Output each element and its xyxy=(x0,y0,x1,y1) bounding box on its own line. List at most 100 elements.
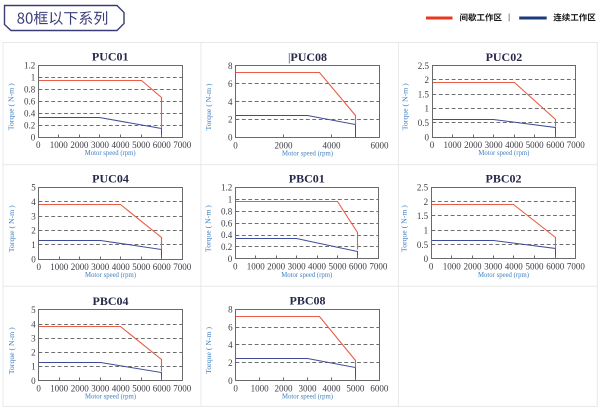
svg-text:1: 1 xyxy=(424,226,429,236)
svg-text:6000: 6000 xyxy=(349,262,368,272)
svg-text:3000: 3000 xyxy=(484,262,503,272)
svg-text:4000: 4000 xyxy=(112,384,131,394)
svg-text:1: 1 xyxy=(31,240,36,250)
svg-text:1000: 1000 xyxy=(50,262,69,272)
svg-text:Motor speed (rpm): Motor speed (rpm) xyxy=(478,149,530,157)
svg-text:PBC04: PBC04 xyxy=(93,294,129,308)
svg-text:0: 0 xyxy=(31,132,36,142)
svg-text:1000: 1000 xyxy=(50,140,69,150)
svg-text:2: 2 xyxy=(228,358,233,368)
svg-text:Motor speed (rpm): Motor speed (rpm) xyxy=(85,149,137,157)
svg-text:4000: 4000 xyxy=(112,140,131,150)
svg-text:1: 1 xyxy=(228,194,233,204)
svg-text:7000: 7000 xyxy=(567,140,586,150)
svg-text:2000: 2000 xyxy=(267,262,286,272)
svg-text:1: 1 xyxy=(425,104,430,114)
svg-text:3: 3 xyxy=(31,211,36,221)
svg-text:0.8: 0.8 xyxy=(221,206,233,216)
svg-text:7000: 7000 xyxy=(173,140,192,150)
svg-text:0.2: 0.2 xyxy=(221,242,232,252)
svg-text:1.5: 1.5 xyxy=(417,211,429,221)
svg-text:6000: 6000 xyxy=(546,262,565,272)
svg-text:2000: 2000 xyxy=(275,140,294,150)
svg-text:3000: 3000 xyxy=(91,384,110,394)
svg-text:0: 0 xyxy=(228,133,233,143)
svg-text:1000: 1000 xyxy=(443,262,462,272)
svg-text:Motor speed (rpm): Motor speed (rpm) xyxy=(85,271,137,279)
svg-text:0: 0 xyxy=(233,140,238,150)
svg-text:Motor speed (rpm): Motor speed (rpm) xyxy=(282,149,334,157)
svg-text:Motor speed (rpm): Motor speed (rpm) xyxy=(85,393,137,401)
svg-text:7000: 7000 xyxy=(567,262,586,272)
svg-text:4000: 4000 xyxy=(112,262,131,272)
svg-text:Torque ( N-m ): Torque ( N-m ) xyxy=(401,204,409,252)
svg-text:0: 0 xyxy=(31,376,36,386)
svg-text:PUC01: PUC01 xyxy=(92,50,129,64)
svg-text:3000: 3000 xyxy=(288,262,307,272)
svg-text:Torque ( N-m ): Torque ( N-m ) xyxy=(205,83,213,131)
svg-text:4000: 4000 xyxy=(505,140,524,150)
svg-text:8: 8 xyxy=(228,304,233,314)
svg-text:4000: 4000 xyxy=(323,384,342,394)
svg-text:0.4: 0.4 xyxy=(221,230,233,240)
svg-text:6: 6 xyxy=(228,322,233,332)
svg-text:Torque ( N-m ): Torque ( N-m ) xyxy=(402,83,410,131)
svg-text:5000: 5000 xyxy=(329,262,348,272)
svg-text:3000: 3000 xyxy=(91,262,110,272)
svg-text:6: 6 xyxy=(228,79,233,89)
svg-text:PBC08: PBC08 xyxy=(290,293,326,307)
svg-text:6000: 6000 xyxy=(370,384,389,394)
svg-text:5: 5 xyxy=(31,183,36,193)
svg-text:6000: 6000 xyxy=(153,262,172,272)
svg-text:4000: 4000 xyxy=(505,262,524,272)
svg-text:3000: 3000 xyxy=(299,384,318,394)
svg-text:1000: 1000 xyxy=(50,384,69,394)
svg-text:0: 0 xyxy=(425,132,430,142)
svg-text:0.6: 0.6 xyxy=(221,218,233,228)
svg-text:2.5: 2.5 xyxy=(418,61,430,71)
svg-text:2: 2 xyxy=(31,348,36,358)
svg-text:0: 0 xyxy=(228,254,233,264)
svg-text:2000: 2000 xyxy=(275,384,294,394)
svg-text:2000: 2000 xyxy=(71,384,90,394)
svg-text:4: 4 xyxy=(228,340,233,350)
svg-text:5000: 5000 xyxy=(346,384,365,394)
svg-text:6000: 6000 xyxy=(153,140,172,150)
svg-text:Torque ( N-m ): Torque ( N-m ) xyxy=(8,205,16,253)
svg-text:0.6: 0.6 xyxy=(24,96,36,106)
svg-text:Motor speed (rpm): Motor speed (rpm) xyxy=(281,271,333,279)
svg-text:1.2: 1.2 xyxy=(24,61,35,71)
svg-text:1000: 1000 xyxy=(444,140,463,150)
svg-text:1000: 1000 xyxy=(247,262,266,272)
svg-text:PUC04: PUC04 xyxy=(92,172,129,186)
svg-text:0: 0 xyxy=(228,376,233,386)
svg-text:7000: 7000 xyxy=(173,262,192,272)
svg-text:2: 2 xyxy=(228,115,233,125)
svg-text:0: 0 xyxy=(233,262,238,272)
svg-text:4000: 4000 xyxy=(323,140,342,150)
svg-text:2: 2 xyxy=(424,197,429,207)
svg-text:5: 5 xyxy=(31,305,36,315)
svg-text:4000: 4000 xyxy=(308,262,327,272)
svg-text:2000: 2000 xyxy=(71,262,90,272)
svg-text:0: 0 xyxy=(36,384,41,394)
svg-text:2000: 2000 xyxy=(464,140,483,150)
svg-text:0: 0 xyxy=(31,254,36,264)
svg-text:1000: 1000 xyxy=(251,384,270,394)
svg-text:3: 3 xyxy=(31,333,36,343)
svg-text:|PUC08: |PUC08 xyxy=(288,50,327,64)
svg-text:1.2: 1.2 xyxy=(221,183,232,193)
svg-text:0.5: 0.5 xyxy=(418,118,430,128)
svg-text:4: 4 xyxy=(31,197,36,207)
svg-text:0: 0 xyxy=(430,140,435,150)
svg-text:1: 1 xyxy=(31,73,36,83)
svg-text:5000: 5000 xyxy=(526,262,545,272)
svg-text:0.4: 0.4 xyxy=(24,108,36,118)
svg-text:8: 8 xyxy=(228,61,233,71)
svg-text:0: 0 xyxy=(36,140,41,150)
svg-text:0: 0 xyxy=(424,254,429,264)
svg-text:6000: 6000 xyxy=(546,140,565,150)
svg-text:2: 2 xyxy=(31,226,36,236)
svg-text:0.5: 0.5 xyxy=(417,240,429,250)
svg-text:2000: 2000 xyxy=(70,140,89,150)
